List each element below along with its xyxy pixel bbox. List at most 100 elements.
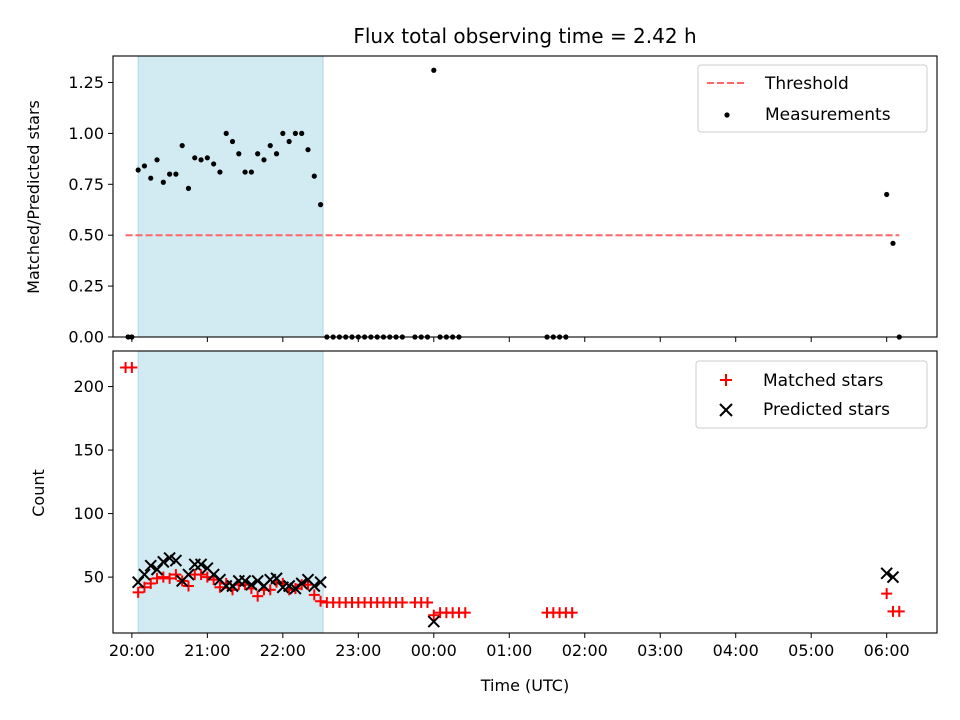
- x-tick-label: 03:00: [637, 641, 683, 660]
- bottom-x-ticks: 20:00 21:00 22:00 23:00 00:00 01:00 02:00 03:00…: [109, 633, 910, 660]
- matched-star-point: [151, 572, 163, 584]
- matched-star-point: [566, 607, 578, 619]
- legend-threshold-label: Threshold: [764, 74, 849, 94]
- measurement-point: [267, 142, 273, 149]
- measurement-point: [299, 130, 305, 136]
- legend-measurements-swatch: [724, 112, 730, 118]
- legend-predicted-label: Predicted stars: [763, 400, 890, 420]
- matched-star-point: [208, 574, 220, 586]
- bottom-y-ticks: 50 100 150 200: [73, 377, 113, 587]
- predicted-star-point: [886, 570, 900, 584]
- measurement-point: [273, 151, 280, 157]
- y-tick-label: 200: [73, 377, 104, 396]
- bottom-legend: Matched stars Predicted stars: [695, 360, 928, 429]
- legend-predicted-swatch: [719, 403, 733, 417]
- matched-star-point: [145, 577, 157, 589]
- matched-star-point: [315, 595, 327, 607]
- y-tick-label: 1.25: [68, 73, 104, 92]
- matched-star-point: [252, 590, 264, 602]
- x-tick-label: 21:00: [184, 641, 230, 660]
- y-tick-label: 0.50: [68, 226, 104, 245]
- top-highlight-span: [137, 55, 324, 338]
- predicted-star-point: [314, 575, 327, 589]
- matched-star-point: [126, 362, 138, 374]
- bottom-axes-frame: [112, 350, 938, 634]
- matched-star-point: [182, 580, 194, 592]
- measurement-point: [154, 157, 160, 163]
- measurement-point: [141, 163, 148, 169]
- predicted-star-point: [282, 579, 296, 593]
- x-tick-label: 22:00: [260, 641, 306, 660]
- measurement-point: [280, 130, 286, 136]
- x-tick-label: 04:00: [713, 641, 759, 660]
- predicted-star-point: [169, 554, 183, 567]
- y-tick-label: 100: [73, 504, 104, 523]
- measurement-point: [305, 147, 311, 153]
- x-tick-label: 01:00: [486, 641, 532, 660]
- measurement-point: [229, 138, 236, 145]
- y-tick-label: 1.00: [68, 124, 104, 143]
- predicted-star-point: [270, 572, 283, 585]
- top-legend: Threshold Measurements: [697, 64, 928, 133]
- y-tick-label: 0.00: [68, 328, 104, 347]
- measurement-point: [192, 155, 198, 161]
- measurement-point: [198, 157, 204, 163]
- measurement-point: [217, 169, 223, 175]
- matched-star-point: [422, 597, 434, 609]
- measurement-point: [286, 138, 292, 145]
- predicted-star-point: [238, 574, 252, 588]
- predicted-star-point: [194, 558, 208, 571]
- matched-star-point: [881, 588, 893, 600]
- matched-star-point: [132, 586, 144, 598]
- x-tick-label: 00:00: [411, 641, 457, 660]
- x-tick-label: 02:00: [562, 641, 608, 660]
- measurement-point: [884, 191, 890, 198]
- predicted-star-point: [427, 615, 441, 628]
- measurement-point: [167, 171, 173, 177]
- measurement-point: [135, 167, 141, 173]
- measurement-point: [179, 142, 185, 149]
- measurement-point: [248, 169, 254, 175]
- measurement-point: [292, 130, 299, 136]
- y-tick-label: 0.75: [68, 175, 104, 194]
- measurement-point: [204, 155, 210, 161]
- measurement-point: [317, 202, 324, 208]
- top-y-ticks: 0.00 0.25 0.50 0.75 1.00 1.25: [68, 73, 113, 347]
- legend-measurements-label: Measurements: [765, 105, 891, 125]
- measurement-point: [311, 173, 317, 179]
- predicted-star-point: [308, 579, 321, 593]
- matched-star-point: [308, 589, 320, 601]
- matched-star-point: [396, 597, 408, 609]
- x-tick-label: 23:00: [335, 641, 381, 660]
- measurement-point: [160, 179, 166, 185]
- y-tick-label: 150: [73, 441, 104, 460]
- matched-star-point: [459, 607, 471, 619]
- matched-star-point: [893, 605, 905, 617]
- predicted-star-point: [295, 577, 308, 590]
- measurement-point: [148, 175, 154, 181]
- matched-star-point: [157, 571, 169, 583]
- measurement-point: [242, 169, 248, 175]
- predicted-star-point: [138, 568, 151, 581]
- top-panel: Flux total observing time = 2.42 h Match…: [24, 24, 938, 347]
- top-x-ticks: [131, 337, 888, 342]
- chart-title: Flux total observing time = 2.42 h: [353, 24, 696, 48]
- predicted-star-point: [144, 559, 157, 572]
- top-axes-frame: [112, 55, 938, 338]
- count-points: [120, 362, 905, 628]
- measurement-point: [173, 171, 179, 177]
- matched-star-point: [195, 569, 207, 581]
- bottom-xlabel: Time (UTC): [480, 676, 569, 695]
- measurement-point: [185, 185, 192, 191]
- measurement-point: [255, 151, 261, 157]
- matched-star-point: [138, 581, 150, 593]
- predicted-star-point: [182, 568, 195, 581]
- predicted-star-point: [880, 567, 893, 580]
- matched-star-point: [170, 569, 182, 581]
- measurement-point: [431, 67, 437, 73]
- bottom-ylabel: Count: [29, 469, 48, 517]
- measurement-point: [890, 240, 896, 246]
- y-tick-label: 0.25: [68, 277, 104, 296]
